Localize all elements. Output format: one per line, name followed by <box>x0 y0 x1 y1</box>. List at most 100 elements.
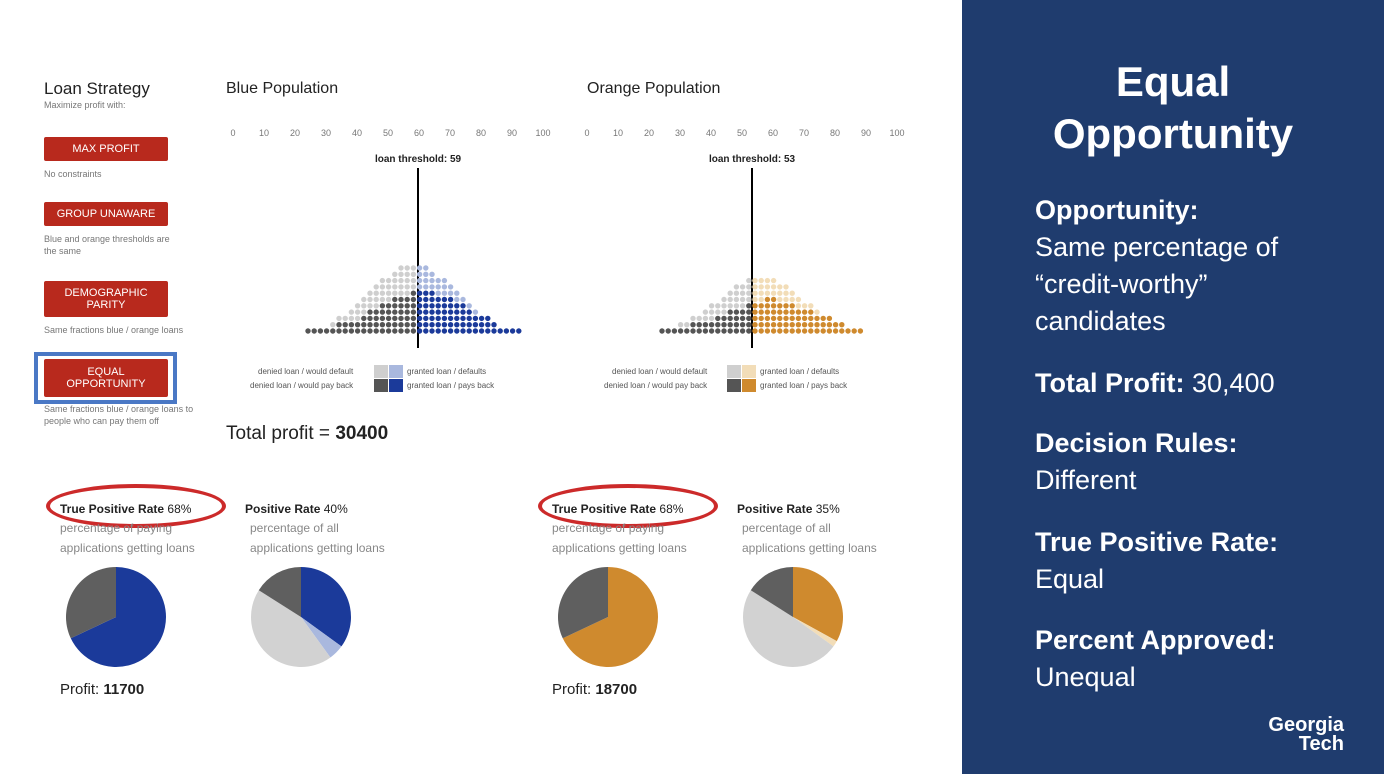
population-dot <box>404 296 410 303</box>
demographic-parity-button[interactable]: DEMOGRAPHIC PARITY <box>44 281 168 317</box>
population-dot <box>752 277 758 284</box>
population-dot <box>746 290 752 296</box>
population-dot <box>441 303 448 309</box>
population-dot <box>715 322 721 328</box>
max-profit-button[interactable]: MAX PROFIT <box>44 137 168 161</box>
population-dot <box>379 277 386 284</box>
population-dot <box>385 303 392 309</box>
population-dot <box>727 315 733 322</box>
blue-pr-title: Positive Rate 40% <box>245 502 348 516</box>
population-dot <box>783 328 789 334</box>
population-dot <box>404 322 410 328</box>
blue-legend-denied-payback: denied loan / would pay back <box>250 381 354 390</box>
population-dot <box>423 328 429 334</box>
logo-line1: Georgia <box>1268 714 1344 736</box>
population-dot <box>379 303 386 309</box>
orange-threshold-line[interactable] <box>751 168 753 348</box>
population-dot <box>441 277 448 284</box>
population-dot <box>739 322 746 328</box>
population-dot <box>398 309 404 315</box>
blue-tpr-desc-line2: applications getting loans <box>60 541 195 555</box>
summary-decision-rules-label: Decision Rules: <box>1035 428 1238 458</box>
population-dot <box>454 328 460 334</box>
population-dot <box>789 290 795 296</box>
population-dot <box>721 309 727 315</box>
orange-pr-title: Positive Rate 35% <box>737 502 840 516</box>
pie-slice <box>750 567 793 617</box>
population-dot <box>764 328 771 334</box>
orange-legend-denied-default: denied loan / would default <box>612 367 708 376</box>
population-dot <box>727 290 733 296</box>
population-dot <box>454 296 460 303</box>
blue-tpr-desc-line1: percentage of paying <box>60 521 173 535</box>
population-dot <box>808 322 814 328</box>
population-dot <box>814 315 820 322</box>
population-dot <box>379 328 386 334</box>
population-dot <box>423 309 429 315</box>
population-dot <box>404 290 410 296</box>
population-dot <box>385 328 392 334</box>
blue-axis-tick: 50 <box>382 128 394 138</box>
orange-swatch-granted-default <box>742 365 756 378</box>
population-dot <box>746 284 752 290</box>
blue-swatch-granted-payback <box>389 379 403 392</box>
population-dot <box>764 296 771 303</box>
population-dot <box>410 265 417 271</box>
loan-strategy-subtitle: Maximize profit with: <box>44 100 126 110</box>
group-unaware-button[interactable]: GROUP UNAWARE <box>44 202 168 226</box>
population-dot <box>398 290 404 296</box>
population-dot <box>367 290 373 296</box>
population-dot <box>373 328 379 334</box>
population-dot <box>795 303 802 309</box>
orange-legend-denied-payback: denied loan / would pay back <box>604 381 708 390</box>
population-dot <box>777 328 783 334</box>
equal-opportunity-button[interactable]: EQUAL OPPORTUNITY <box>44 359 168 397</box>
blue-legend-granted-default: granted loan / defaults <box>407 367 487 376</box>
population-dot <box>404 328 410 334</box>
population-dot <box>361 322 367 328</box>
population-dot <box>839 328 845 334</box>
population-dot <box>472 322 479 328</box>
population-dot <box>361 315 367 322</box>
population-dot <box>808 328 814 334</box>
population-dot <box>410 322 417 328</box>
population-dot <box>385 284 392 290</box>
population-dot <box>820 322 826 328</box>
population-dot <box>826 328 833 334</box>
population-dot <box>733 290 740 296</box>
population-dot <box>429 309 435 315</box>
population-dot <box>659 328 665 334</box>
population-dot <box>715 315 721 322</box>
population-dot <box>404 309 410 315</box>
population-dot <box>460 303 466 309</box>
blue-pr-label: Positive Rate <box>245 502 321 516</box>
population-dot <box>770 328 777 334</box>
population-dot <box>392 328 398 334</box>
population-dot <box>416 277 423 284</box>
blue-threshold-line[interactable] <box>417 168 419 348</box>
population-dot <box>392 303 398 309</box>
population-dot <box>758 290 764 296</box>
blue-axis-tick: 40 <box>351 128 363 138</box>
pie-slice <box>251 590 331 667</box>
population-dot <box>429 284 435 290</box>
population-dot <box>305 328 311 334</box>
population-dot <box>441 322 448 328</box>
population-dot <box>770 322 777 328</box>
population-dot <box>373 284 379 290</box>
blue-axis-tick: 80 <box>475 128 487 138</box>
population-dot <box>392 284 398 290</box>
population-dot <box>354 303 361 309</box>
population-dot <box>783 309 789 315</box>
population-dot <box>460 296 466 303</box>
population-dot <box>485 322 491 328</box>
population-dot <box>367 322 373 328</box>
population-dot <box>404 303 410 309</box>
population-dot <box>721 315 727 322</box>
population-dot <box>739 328 746 334</box>
orange-tpr-title: True Positive Rate 68% <box>552 502 683 516</box>
orange-pr-pie <box>743 567 843 667</box>
summary-total-profit-value: 30,400 <box>1192 368 1275 398</box>
population-dot <box>392 277 398 284</box>
summary-title: Equal Opportunity <box>962 56 1384 160</box>
